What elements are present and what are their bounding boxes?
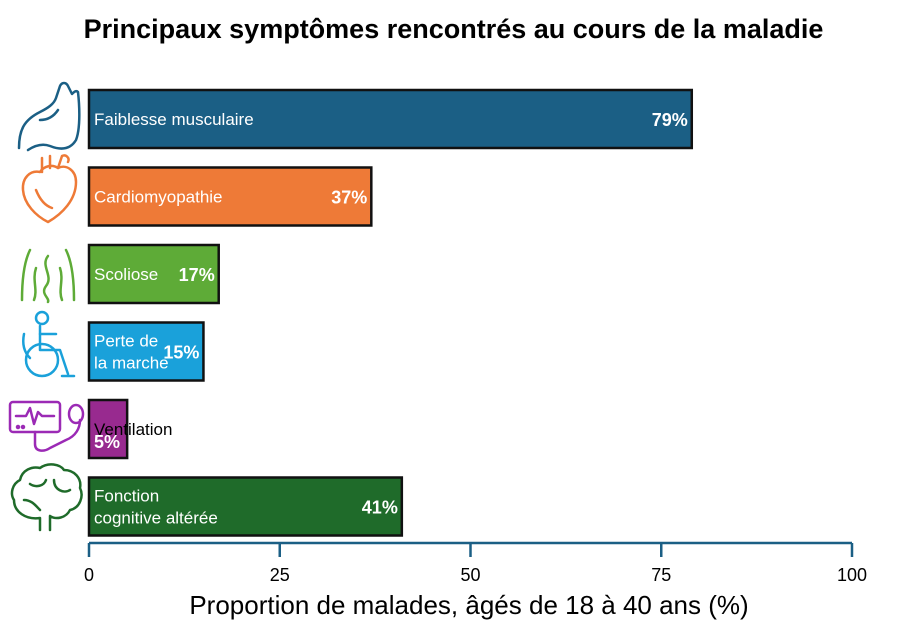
x-tick-label: 100 [837,565,867,585]
x-tick-label: 25 [270,565,290,585]
x-axis-label: Proportion de malades, âgés de 18 à 40 a… [189,590,748,620]
chart-title: Principaux symptômes rencontrés au cours… [83,14,824,44]
ventilator-icon [8,400,85,452]
bar-category-label: Perte de [94,332,158,351]
bar-category-label: Scoliose [94,265,158,284]
spine-back-icon [20,248,76,304]
wheelchair-icon [22,310,76,378]
bar-category-label: Fonction [94,487,159,506]
bar-category-label: Ventilation [94,420,172,439]
x-axis: 0 25 50 75 100 [84,541,867,585]
x-tick-label: 75 [651,565,671,585]
bar-value-label: 79% [652,110,688,130]
bar-category-label: Faiblesse musculaire [94,110,254,129]
bar-value-label: 15% [163,343,199,363]
bar-group: Fonction cognitive altérée 41% [87,476,404,537]
bar [87,321,205,382]
bar-value-label: 37% [331,188,367,208]
bar [87,88,694,150]
bars-layer: Faiblesse musculaire 79% Cardiomyopathie 37… [87,88,694,537]
bar-group: Cardiomyopathie 37% [87,166,373,227]
bar-category-label: cognitive altérée [94,509,218,528]
bar-category-label: la marche [94,354,169,373]
bar [87,243,220,305]
bar-value-label: 5% [94,432,120,452]
category-icons [8,81,85,532]
bar [87,166,373,227]
muscle-arm-icon [17,81,81,152]
bar [87,476,404,537]
x-tick-label: 0 [84,565,94,585]
heart-icon [21,154,78,224]
x-tick-label: 50 [460,565,480,585]
bar-group: Faiblesse musculaire 79% [87,88,694,150]
brain-icon [10,463,83,532]
bar-value-label: 41% [362,498,398,518]
bar-group: Scoliose 17% [87,243,220,305]
bar [87,398,129,460]
bar-category-label: Cardiomyopathie [94,188,223,207]
bar-value-label: 17% [179,265,215,285]
